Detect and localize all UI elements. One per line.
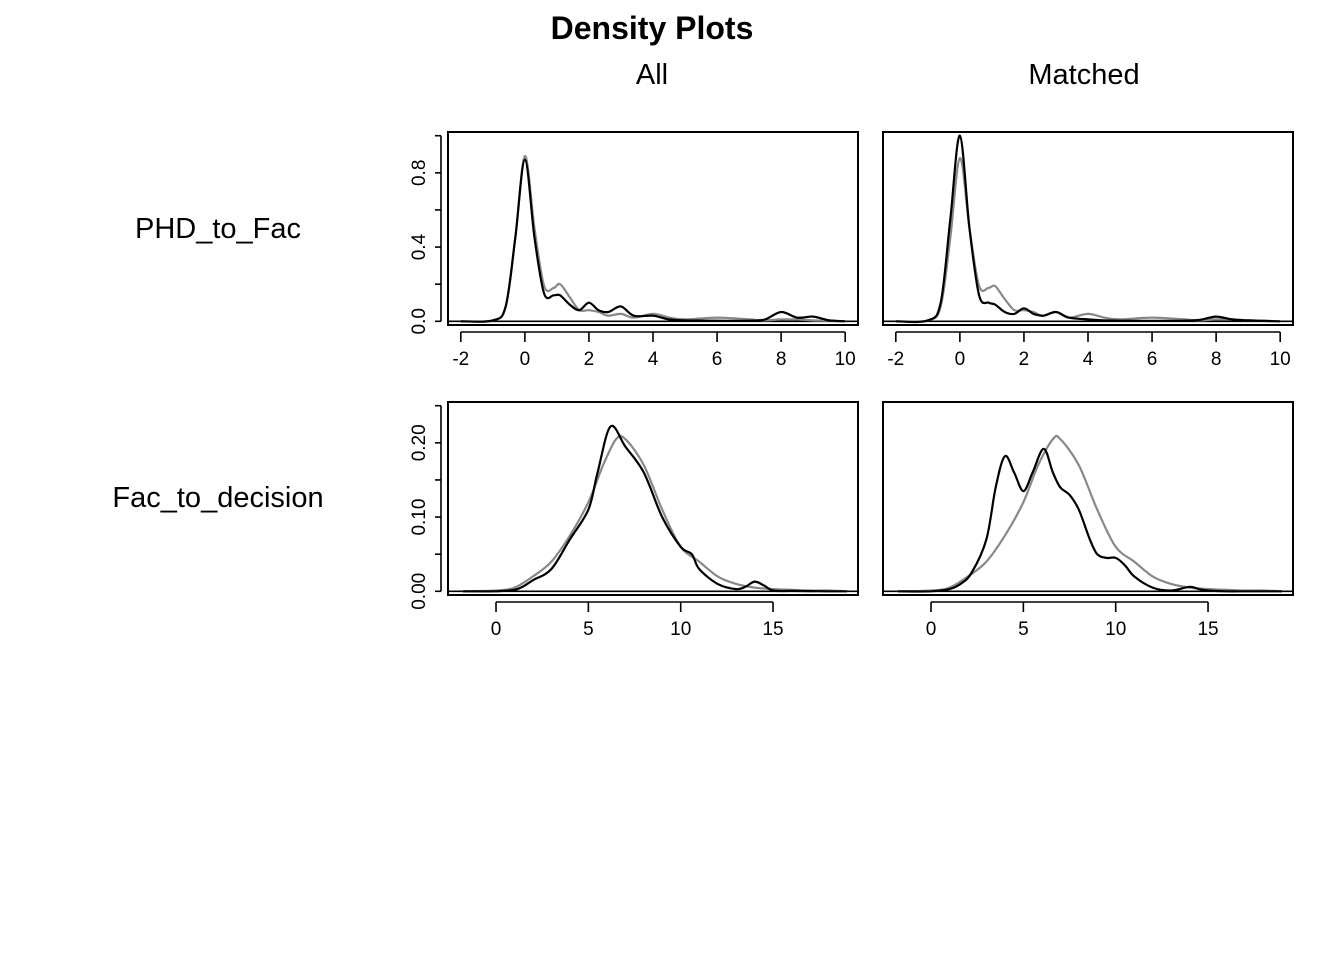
x-tick-label: 10 — [1105, 619, 1126, 640]
x-tick-label: 6 — [712, 349, 723, 370]
panel-frame — [882, 131, 1294, 326]
x-tick-label: 0 — [955, 349, 966, 370]
x-tick-label: 8 — [776, 349, 787, 370]
column-label-matched: Matched — [1028, 59, 1139, 91]
x-tick-label: 5 — [583, 619, 594, 640]
density-curve-control — [462, 434, 847, 593]
x-tick-label: 0 — [491, 619, 502, 640]
figure-title: Density Plots — [551, 10, 754, 46]
y-tick-label: 0.00 — [409, 573, 430, 610]
density-curve-treated — [462, 424, 847, 593]
x-tick-label: 2 — [584, 349, 595, 370]
y-tick-label: 0.0 — [409, 308, 430, 334]
y-tick-label: 0.4 — [409, 233, 430, 260]
density-curve-control — [460, 154, 846, 323]
x-tick-label: 5 — [1018, 619, 1029, 640]
x-tick-label: 0 — [520, 349, 531, 370]
row-label-phd-to-fac: PHD_to_Fac — [135, 213, 301, 245]
x-tick-label: 15 — [1197, 619, 1218, 640]
density-curve-treated — [897, 447, 1282, 593]
x-tick-label: 10 — [1270, 349, 1291, 370]
panel-frame — [447, 401, 859, 596]
x-tick-label: 4 — [648, 349, 659, 370]
y-tick-label: 0.8 — [409, 160, 430, 186]
x-tick-label: 15 — [762, 619, 783, 640]
density-panel-Fac_to_decision-All: 0 5 10 15 0.00 0.10 0.20 — [409, 401, 859, 640]
density-curve-control — [897, 434, 1282, 593]
density-panel-PHD_to_Fac-Matched: -2 0 2 4 6 8 10 — [882, 131, 1294, 370]
x-tick-label: 10 — [835, 349, 856, 370]
x-tick-label: -2 — [887, 349, 904, 370]
x-tick-label: 10 — [670, 619, 691, 640]
panel-grid: -2 0 2 4 6 8 10 0.0 0.4 0.8 -2 0 2 4 6 8 10 0 5 10 15 0.00 0.1… — [409, 131, 1294, 640]
row-label-fac-to-decision: Fac_to_decision — [112, 482, 323, 514]
density-panel-Fac_to_decision-Matched: 0 5 10 15 — [882, 401, 1294, 640]
y-tick-label: 0.20 — [409, 424, 430, 461]
x-tick-label: 2 — [1019, 349, 1030, 370]
x-tick-label: 0 — [926, 619, 937, 640]
y-tick-label: 0.10 — [409, 499, 430, 536]
panel-frame — [447, 131, 859, 326]
density-curve-treated — [895, 134, 1281, 324]
panel-frame — [882, 401, 1294, 596]
x-tick-label: -2 — [452, 349, 469, 370]
column-label-all: All — [636, 59, 668, 91]
density-curve-treated — [460, 158, 846, 323]
x-tick-label: 6 — [1147, 349, 1158, 370]
x-tick-label: 4 — [1083, 349, 1094, 370]
x-tick-label: 8 — [1211, 349, 1222, 370]
density-panel-PHD_to_Fac-All: -2 0 2 4 6 8 10 0.0 0.4 0.8 — [409, 131, 859, 370]
